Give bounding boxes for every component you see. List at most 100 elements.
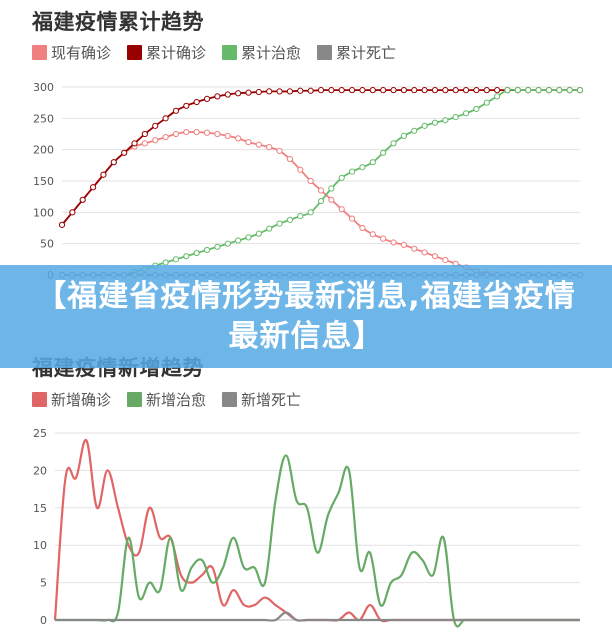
data-point — [235, 90, 242, 97]
data-point — [266, 88, 273, 95]
data-point — [431, 87, 439, 94]
legend-label: 现有确诊 — [51, 44, 112, 62]
data-point — [255, 141, 262, 148]
data-point — [276, 220, 283, 227]
data-point — [162, 115, 169, 122]
data-point — [131, 140, 138, 147]
data-point — [545, 87, 553, 94]
data-point — [245, 89, 252, 96]
data-point — [566, 87, 573, 94]
data-point — [390, 140, 397, 147]
data-point — [348, 168, 356, 175]
data-point — [276, 147, 283, 155]
y-tick-label: 50 — [40, 238, 54, 251]
data-point — [58, 221, 66, 228]
data-point — [421, 87, 428, 94]
headline-text: 【福建省疫情形势最新消息,福建省疫情最新信息】 — [36, 278, 576, 354]
data-point — [203, 95, 211, 103]
legend-item[interactable]: 新增确诊 — [32, 389, 111, 410]
data-point — [317, 87, 325, 94]
chart-title-cumulative: 福建疫情累计趋势 — [32, 10, 204, 34]
legend-label: 新增确诊 — [51, 391, 112, 409]
data-point — [286, 216, 294, 223]
legend-swatch — [127, 45, 143, 60]
data-point — [121, 149, 128, 156]
legend-item[interactable]: 累计死亡 — [317, 42, 396, 63]
data-point — [276, 88, 283, 95]
data-point — [297, 212, 304, 220]
series-line — [61, 89, 580, 226]
data-point — [266, 225, 273, 232]
data-point — [172, 107, 180, 114]
data-point — [483, 99, 490, 106]
data-point — [421, 249, 428, 256]
data-point — [203, 129, 211, 136]
data-point — [535, 87, 542, 94]
data-point — [359, 164, 366, 171]
new-cases-chart: 0 5 10 15 20 25 — [33, 427, 580, 628]
data-point — [369, 231, 376, 238]
legend-swatch — [127, 392, 143, 407]
data-point — [576, 87, 584, 94]
data-point — [431, 253, 439, 260]
y-tick-label: 250 — [33, 112, 54, 125]
legend-label: 新增治愈 — [146, 391, 207, 409]
data-point — [214, 243, 221, 250]
data-point — [193, 98, 200, 106]
data-point — [421, 122, 428, 129]
data-point — [411, 127, 418, 134]
data-point — [224, 91, 231, 98]
data-point — [141, 130, 148, 138]
data-point — [152, 137, 159, 144]
headline-banner: 【福建省疫情形势最新消息,福建省疫情最新信息】 — [0, 265, 612, 368]
data-point — [348, 87, 356, 94]
data-point — [245, 234, 252, 241]
data-point — [328, 196, 335, 203]
data-point — [183, 102, 190, 109]
data-point — [473, 105, 480, 113]
data-point — [504, 87, 511, 94]
data-point — [359, 87, 366, 94]
legend-item[interactable]: 新增死亡 — [222, 389, 301, 410]
legend-swatch — [222, 392, 238, 407]
legend-item[interactable]: 累计确诊 — [127, 42, 206, 63]
legend-label: 累计治愈 — [241, 44, 302, 62]
data-point — [462, 87, 470, 94]
data-point — [348, 215, 356, 222]
data-point — [307, 177, 314, 185]
legend-swatch — [222, 45, 238, 60]
data-point — [380, 235, 387, 242]
data-point — [297, 87, 304, 94]
data-point — [69, 209, 76, 216]
data-point — [514, 87, 521, 94]
data-point — [359, 224, 366, 232]
data-point — [89, 184, 97, 191]
data-point — [452, 87, 459, 94]
data-point — [411, 245, 418, 252]
legend-item[interactable]: 新增治愈 — [127, 389, 206, 410]
series-line — [62, 88, 580, 277]
y-tick-label: 15 — [33, 502, 47, 515]
data-point — [162, 134, 169, 141]
series-line — [55, 454, 580, 628]
data-point — [369, 87, 376, 94]
data-point — [556, 87, 563, 94]
y-tick-label: 100 — [33, 206, 54, 219]
data-point — [494, 93, 501, 100]
data-point — [525, 87, 532, 94]
legend-item[interactable]: 累计治愈 — [222, 42, 301, 63]
legend-label: 累计死亡 — [336, 44, 397, 62]
data-point — [245, 139, 252, 146]
data-point — [317, 187, 325, 194]
data-point — [473, 87, 480, 94]
data-point — [494, 87, 501, 94]
y-tick-label: 20 — [33, 464, 47, 477]
legend-item[interactable]: 现有确诊 — [32, 42, 111, 63]
data-point — [193, 129, 200, 136]
data-point — [214, 93, 221, 100]
y-tick-label: 150 — [33, 175, 54, 188]
legend-cumulative: 现有确诊 累计确诊 累计治愈 累计死亡 — [32, 42, 396, 63]
legend-new: 新增确诊 新增治愈 新增死亡 — [32, 389, 301, 410]
data-point — [462, 110, 470, 117]
data-point — [203, 246, 211, 254]
